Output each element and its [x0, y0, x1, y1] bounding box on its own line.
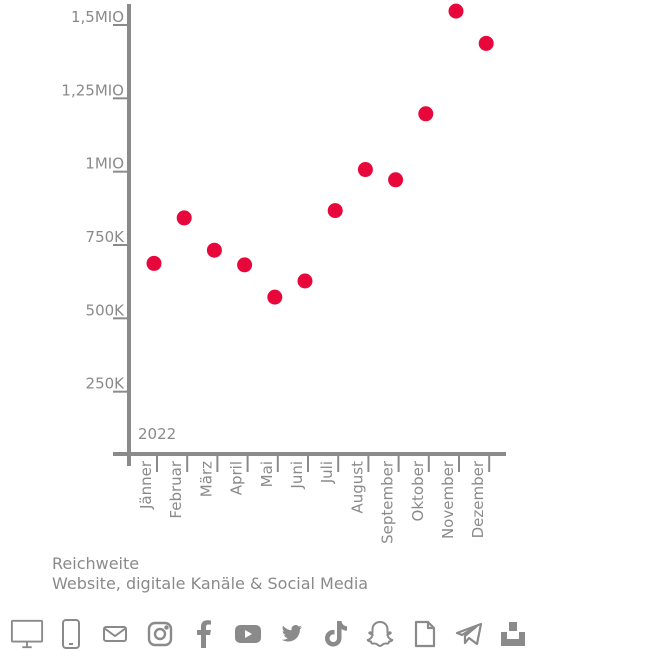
channel-icons [10, 616, 530, 652]
twitter-icon [275, 616, 309, 652]
snapchat-icon [363, 616, 397, 652]
x-tick-label: Juni [288, 461, 306, 490]
data-point [176, 210, 192, 226]
x-tick-label: Mai [258, 461, 276, 487]
data-point [297, 273, 313, 289]
data-point [478, 35, 494, 51]
x-axis-ticks: Jänner Februar März April Mai Juni Juli August S… [137, 454, 491, 544]
mobile-icon [54, 616, 88, 652]
y-tick-label: 500K [86, 301, 126, 319]
desktop-icon [10, 616, 44, 652]
x-tick-label: Februar [167, 460, 185, 518]
x-tick-label: Juli [318, 461, 336, 484]
scatter-chart: 250K 500K 750K 1MIO 1,25MIO 1,5MIO Jänner Febr… [61, 3, 506, 544]
data-point [237, 257, 253, 273]
document-icon [408, 616, 442, 652]
caption-subtitle: Website, digitale Kanäle & Social Media [52, 574, 369, 593]
caption-title: Reichweite [52, 554, 140, 573]
year-label: 2022 [138, 425, 176, 443]
data-point [267, 289, 283, 305]
x-tick-label: Jänner [137, 460, 155, 510]
x-tick-label: Oktober [409, 460, 427, 521]
print-icon [496, 616, 530, 652]
x-tick-label: September [379, 460, 397, 544]
data-point [146, 255, 162, 271]
x-tick-label: Dezember [469, 460, 487, 538]
y-tick-label: 1MIO [85, 155, 124, 173]
mail-icon [98, 616, 132, 652]
data-point [448, 3, 464, 19]
x-tick-label: November [439, 460, 457, 539]
instagram-icon [143, 616, 177, 652]
data-point [357, 162, 373, 178]
x-tick-label: April [228, 461, 246, 495]
facebook-icon [187, 616, 221, 652]
x-tick-label: August [348, 461, 366, 514]
tiktok-icon [319, 616, 353, 652]
data-point [206, 242, 222, 258]
y-axis-ticks: 250K 500K 750K 1MIO 1,25MIO 1,5MIO [61, 8, 129, 393]
telegram-icon [452, 616, 486, 652]
data-point [418, 106, 434, 122]
x-tick-label: März [197, 461, 215, 497]
data-point [388, 172, 404, 188]
y-tick-label: 250K [86, 375, 126, 393]
data-point [327, 203, 343, 219]
y-tick-label: 1,5MIO [71, 8, 124, 26]
y-tick-label: 1,25MIO [61, 81, 124, 99]
axes [113, 4, 506, 466]
data-points [146, 3, 494, 305]
y-tick-label: 750K [86, 228, 126, 246]
youtube-icon [231, 616, 265, 652]
